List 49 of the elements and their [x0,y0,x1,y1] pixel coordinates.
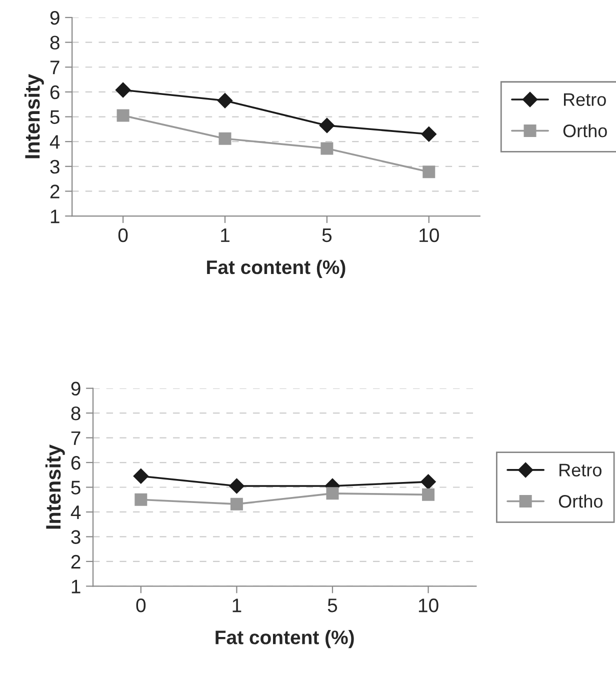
point [422,166,436,178]
y-tick-label: 4 [70,506,81,520]
legend-label: Ortho [563,124,607,138]
legend-label: Ortho [558,494,602,508]
point [116,109,130,122]
y-tick-label: 8 [50,36,60,50]
point [134,493,148,506]
point [326,487,339,500]
point [421,126,436,142]
point [422,488,435,501]
x-tick-label: 0 [118,228,128,242]
point [133,468,148,484]
legend-label: Retro [560,464,602,476]
y-tick-label: 5 [50,110,60,124]
x-tick-label: 5 [328,598,338,612]
x-tick-label: 1 [232,598,242,612]
y-tick-label: 8 [71,406,80,420]
y-tick-label: 6 [50,85,60,100]
x-tick-label: 1 [221,228,230,242]
x-tick-label: 5 [322,228,332,242]
y-tick-label: 9 [50,10,60,25]
y-tick-label: 6 [71,456,80,470]
x-tick-label: 10 [420,228,439,242]
y-tick-label: 9 [71,382,80,396]
y-tick-label: 1 [50,210,60,224]
y-tick-label: 5 [71,480,80,494]
x-axis-title: Fat content (%) [216,630,354,648]
y-tick-label: 4 [50,135,60,149]
x-axis-title: Fat content (%) [207,260,346,278]
y-tick-label: 2 [50,184,60,198]
point [229,478,244,494]
point [217,93,233,108]
point [420,474,436,490]
legend-label: Retro [564,93,606,106]
y-tick-label: 2 [71,554,80,568]
y-axis-title: Intensity [24,74,44,158]
y-tick-label: 1 [72,580,80,594]
point [230,498,243,510]
y-tick-label: 7 [71,431,80,445]
y-tick-label: 7 [50,60,60,74]
x-tick-label: 10 [418,598,438,612]
point [218,132,232,145]
y-tick-label: 3 [50,160,60,174]
y-axis-title: Intensity [45,444,65,529]
point [319,118,335,134]
point [115,82,131,98]
x-tick-label: 0 [136,598,146,612]
y-tick-label: 3 [71,530,80,544]
point [320,142,334,155]
